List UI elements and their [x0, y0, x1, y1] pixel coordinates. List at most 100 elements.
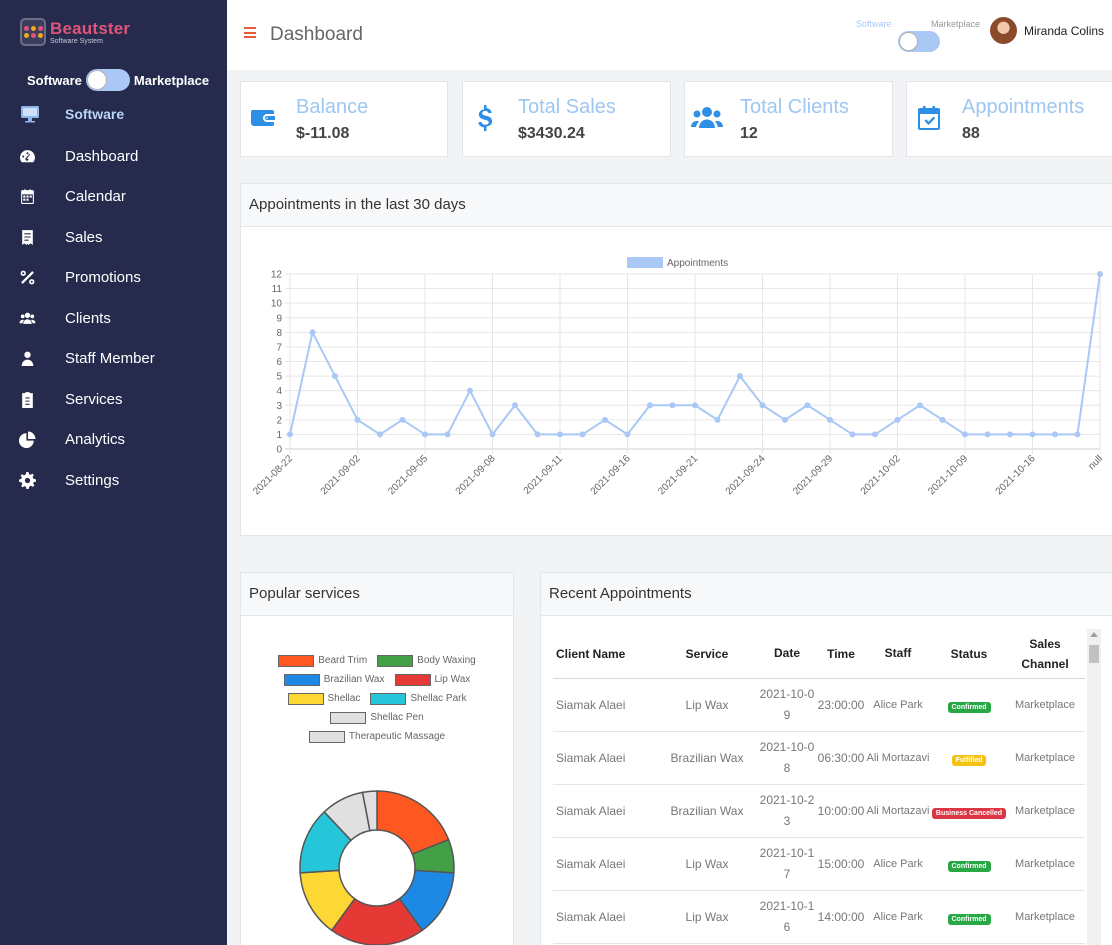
- dollar-icon: [478, 105, 493, 131]
- data-point: [512, 402, 518, 409]
- user-menu[interactable]: Miranda Colins: [990, 17, 1104, 44]
- table-row[interactable]: Siamak Alaei Lip Wax 2021-10-09 23:00:00 Ali…: [553, 679, 1085, 732]
- legend-swatch: [308, 730, 345, 743]
- calendar-icon: [20, 189, 34, 205]
- x-tick-label: 2021-09-11: [522, 453, 566, 497]
- data-point: [827, 416, 833, 423]
- table-header-row: Client Name Service Date Time Staff Stat…: [553, 629, 1085, 679]
- stat-title: Total Sales: [518, 96, 616, 118]
- service-cell: Brazilian Wax: [670, 804, 744, 818]
- pie-slice[interactable]: [361, 790, 378, 832]
- x-tick-label: 2021-09-24: [724, 453, 768, 497]
- sidebar-item-analytics[interactable]: Analytics: [18, 420, 155, 461]
- table-scrollbar[interactable]: [1087, 629, 1101, 945]
- data-point: [467, 387, 473, 394]
- legend-item[interactable]: Body Waxing: [377, 654, 476, 667]
- legend-label: Appointments: [667, 258, 728, 269]
- data-point: [332, 373, 338, 380]
- legend-item[interactable]: Beard Trim: [278, 654, 367, 667]
- sidebar-item-calendar[interactable]: Calendar: [18, 177, 155, 218]
- legend-item[interactable]: Shellac Park: [370, 692, 466, 705]
- y-tick-label: 12: [271, 270, 283, 281]
- avatar: [990, 17, 1017, 44]
- legend-swatch: [377, 654, 414, 667]
- data-point: [962, 431, 968, 438]
- column-header[interactable]: Staff: [884, 646, 912, 660]
- y-tick-label: 3: [276, 401, 282, 412]
- sidebar-item-clients[interactable]: Clients: [18, 298, 155, 339]
- pie-chart-icon: [18, 431, 35, 449]
- data-point: [1074, 431, 1081, 438]
- stat-value: $3430.24: [518, 125, 585, 142]
- brand-subtitle: Software System: [50, 37, 103, 45]
- sidebar-item-label: Services: [65, 390, 123, 408]
- data-point: [849, 431, 856, 438]
- legend-item[interactable]: Shellac Pen: [330, 711, 424, 724]
- data-point: [939, 416, 946, 423]
- staff-cell: Alice Park: [873, 857, 923, 870]
- data-point: [624, 431, 631, 438]
- legend-swatch: [370, 692, 407, 705]
- sidebar-item-settings[interactable]: Settings: [18, 460, 155, 501]
- column-header[interactable]: Date: [773, 646, 800, 660]
- recent-appointments-panel: Recent Appointments Client Name Service …: [540, 572, 1112, 945]
- date-cell: 2021-10-08: [759, 740, 815, 775]
- table-row[interactable]: Siamak Alaei Brazilian Wax 2021-10-23 10:00…: [553, 785, 1085, 838]
- user-icon: [21, 351, 33, 367]
- percent-icon: [20, 270, 34, 285]
- legend-item[interactable]: Lip Wax: [394, 673, 470, 686]
- table-row[interactable]: Siamak Alaei Brazilian Wax 2021-10-08 06:30…: [553, 732, 1085, 785]
- sidebar-item-staff-member[interactable]: Staff Member: [18, 339, 155, 380]
- legend-label: Shellac: [327, 693, 361, 704]
- column-header[interactable]: Client Name: [556, 646, 626, 661]
- client-name-cell: Siamak Alaei: [556, 857, 626, 871]
- data-point: [759, 402, 766, 409]
- sales-channel-cell: Marketplace: [1015, 858, 1075, 870]
- sidebar-item-promotions[interactable]: Promotions: [18, 258, 155, 299]
- time-cell: 06:30:00: [817, 751, 865, 765]
- sidebar-item-services[interactable]: Services: [18, 379, 155, 420]
- y-tick-label: 6: [276, 357, 282, 368]
- scroll-up-icon[interactable]: [1090, 632, 1098, 637]
- table-row[interactable]: Siamak Alaei Lip Wax 2021-10-17 15:00:00 Ali…: [553, 838, 1085, 891]
- time-cell: 23:00:00: [817, 698, 865, 712]
- time-cell: 15:00:00: [817, 857, 865, 871]
- legend-item[interactable]: Therapeutic Massage: [308, 730, 446, 743]
- legend-item[interactable]: Brazilian Wax: [283, 673, 385, 686]
- scrollbar-thumb[interactable]: [1089, 645, 1099, 663]
- header-software-marketplace-switch[interactable]: [898, 31, 940, 52]
- x-tick-label: 2021-09-08: [454, 453, 498, 497]
- status-badge: Business Cancelled: [931, 807, 1007, 819]
- column-header[interactable]: Service: [685, 646, 729, 661]
- nav-section-software[interactable]: Software: [20, 105, 124, 123]
- data-point: [669, 402, 676, 409]
- x-tick-label: 2021-09-29: [791, 453, 835, 497]
- data-point: [489, 431, 496, 438]
- table-row[interactable]: Siamak Alaei Lip Wax 2021-10-16 14:00:00 Ali…: [553, 891, 1085, 944]
- data-point: [399, 416, 406, 423]
- sidebar-item-dashboard[interactable]: Dashboard: [18, 136, 155, 177]
- sidebar: Beautster Software System Software Marke…: [0, 0, 227, 945]
- software-marketplace-switch[interactable]: [85, 69, 130, 91]
- data-point: [1052, 431, 1058, 438]
- sidebar-item-label: Calendar: [65, 188, 126, 206]
- sidebar-item-label: Staff Member: [65, 350, 155, 368]
- date-cell: 2021-10-16: [759, 899, 815, 934]
- column-header[interactable]: Time: [827, 646, 855, 661]
- client-name-cell: Siamak Alaei: [556, 751, 626, 765]
- legend-item[interactable]: Shellac: [287, 692, 361, 705]
- column-header[interactable]: Sales Channel: [1021, 636, 1069, 671]
- logo-icon: [20, 18, 46, 46]
- stat-value: $-11.08: [296, 125, 350, 142]
- menu-icon[interactable]: [244, 27, 256, 38]
- x-tick-label: 2021-09-05: [386, 453, 430, 497]
- data-point: [1029, 431, 1036, 438]
- x-tick-label: 2021-09-02: [319, 453, 363, 497]
- sidebar-item-sales[interactable]: Sales: [18, 217, 155, 258]
- brand-logo[interactable]: Beautster Software System: [20, 18, 130, 46]
- column-header[interactable]: Status: [950, 646, 988, 661]
- date-cell: 2021-10-09: [759, 687, 815, 722]
- legend-label: Therapeutic Massage: [348, 731, 446, 742]
- x-tick-label: null: [1086, 453, 1105, 472]
- status-badge: Confirmed: [947, 701, 991, 713]
